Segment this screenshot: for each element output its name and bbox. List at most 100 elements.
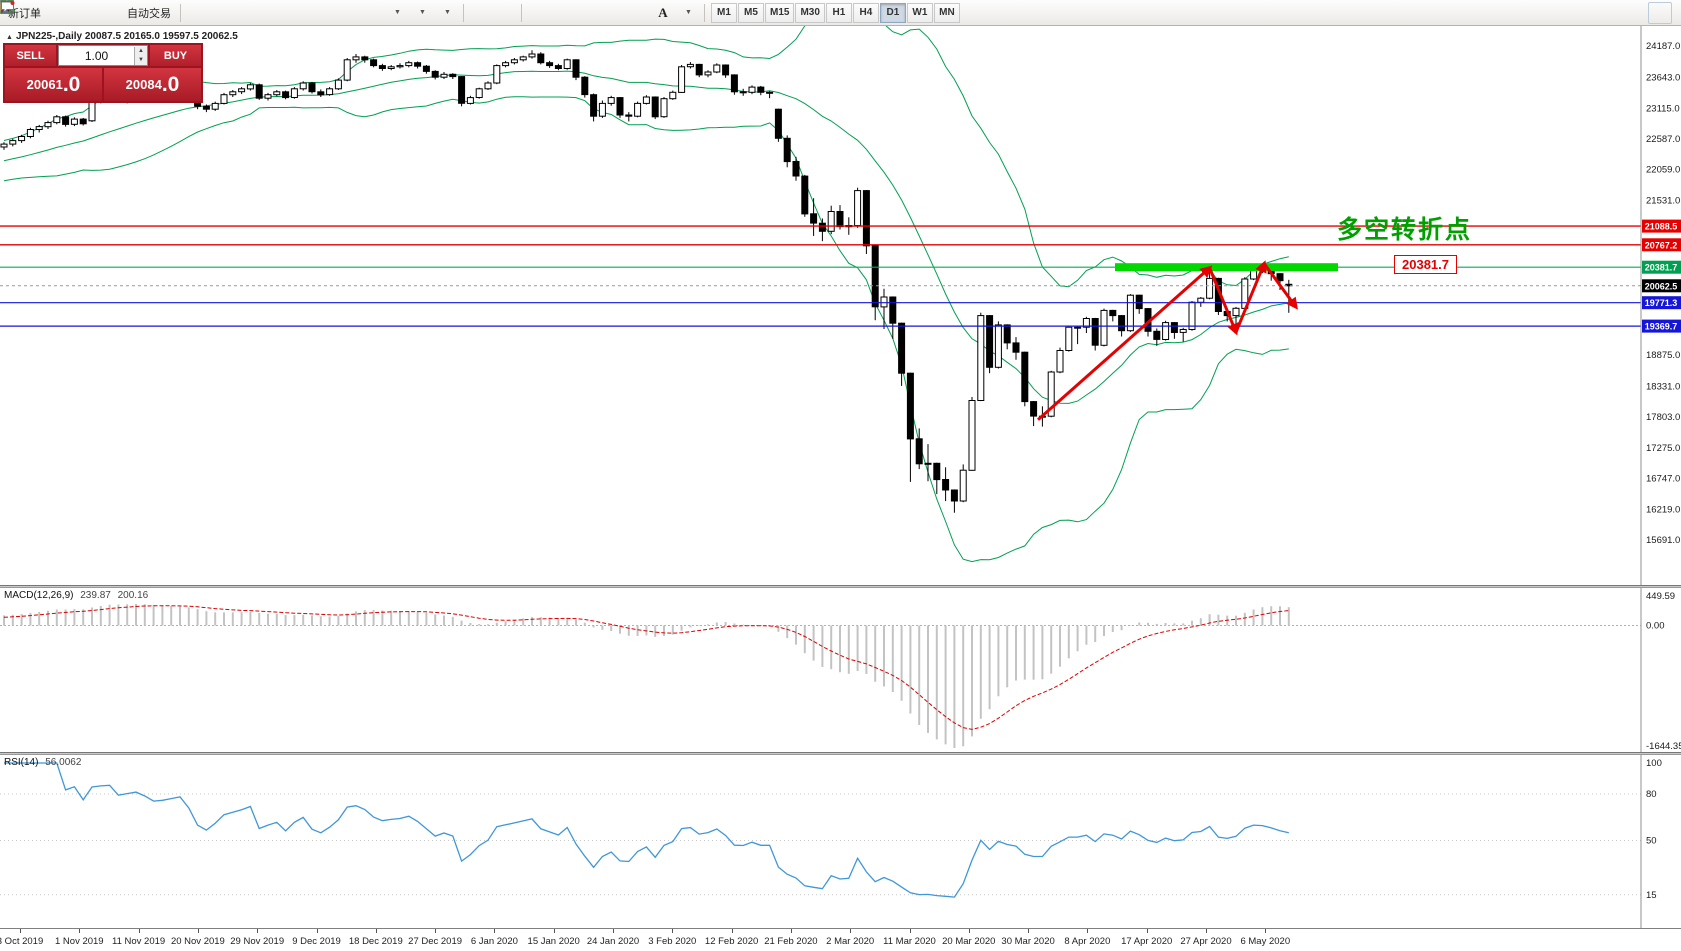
timeframe-button-mn[interactable]: MN (933, 2, 960, 23)
svg-text:16747.0: 16747.0 (1646, 474, 1680, 485)
date-label: 20 Nov 2019 (170, 936, 225, 947)
rsi-canvas[interactable]: 100 80 50 15 (0, 755, 1681, 928)
green-resistance-bar[interactable] (1115, 263, 1338, 272)
timeframe-button-m5[interactable]: M5 (738, 2, 764, 23)
horizontal-lines[interactable] (0, 225, 1641, 327)
rsi-label: RSI(14) 56.0062 (4, 757, 81, 768)
date-label: 24 Jan 2020 (586, 936, 640, 947)
buy-button[interactable]: BUY (150, 45, 201, 66)
date-label: 6 May 2020 (1240, 936, 1291, 947)
crosshair-button[interactable] (1, 1, 517, 24)
timeframe-button-m15[interactable]: M15 (765, 2, 795, 23)
vertical-line-button[interactable] (6, 1, 550, 24)
sell-price-main: 20061 (26, 77, 63, 92)
date-tick (1206, 929, 1207, 933)
profiles-button[interactable]: ▼ (0, 2, 434, 24)
macd-name: MACD(12,26,9) (4, 590, 74, 601)
arrange-windows-button[interactable] (0, 1, 384, 24)
macd-signal-line (3, 605, 1289, 730)
price-axis-labels[interactable]: 24187.0 23643.0 23115.0 22587.0 22059.0 21531… (1640, 26, 1681, 585)
svg-text:19369.7: 19369.7 (1645, 322, 1678, 332)
arrow-tools-button[interactable]: ▼ (2, 2, 700, 24)
date-label: 3 Feb 2020 (648, 936, 697, 947)
zoom-out-button[interactable] (1, 1, 309, 24)
svg-text:22587.0: 22587.0 (1646, 134, 1680, 145)
sell-button[interactable]: SELL (5, 45, 56, 66)
rsi-line (4, 762, 1289, 898)
timeframe-button-w1[interactable]: W1 (906, 2, 933, 23)
date-label: 29 Nov 2019 (230, 936, 285, 947)
timeframe-button-m30[interactable]: M30 (795, 2, 825, 23)
rsi-level-lines (0, 793, 1641, 896)
chart-bars-button[interactable] (1, 2, 209, 24)
new-order-label: 新订单 (8, 7, 41, 20)
macd-axis-labels[interactable]: 449.59 0.00 -1644.35 (1640, 588, 1681, 752)
svg-text:80: 80 (1646, 789, 1657, 800)
sell-price-button[interactable]: 20061.0 (5, 68, 102, 101)
cursor-button[interactable] (4, 1, 492, 24)
chart-candles-button[interactable] (1, 1, 234, 24)
collapse-arrow-icon[interactable]: ▲ (6, 34, 13, 41)
dropdown-arrow-icon: ▼ (685, 9, 692, 16)
macd-histogram (3, 604, 1290, 748)
candles (0, 50, 1293, 513)
cascade-windows-button[interactable] (0, 1, 359, 24)
svg-text:50: 50 (1646, 836, 1657, 847)
timeframe-button-d1[interactable]: D1 (879, 2, 906, 23)
volume-input[interactable]: 1.00 ▲ ▼ (58, 45, 148, 66)
svg-text:21531.0: 21531.0 (1646, 195, 1680, 206)
trendline-button[interactable] (1, 2, 600, 24)
macd-value-main: 239.87 (80, 590, 111, 601)
chart-line-button[interactable] (0, 2, 259, 24)
date-tick (553, 929, 555, 933)
date-tick (20, 929, 21, 933)
price-chart-canvas[interactable]: 24187.0 23643.0 23115.0 22587.0 22059.0 21531… (0, 26, 1681, 585)
date-tick (1146, 929, 1148, 933)
toolbar-separator (180, 3, 181, 22)
dropdown-arrow-icon: ▼ (419, 9, 426, 16)
rsi-axis-labels[interactable]: 100 80 50 15 (1640, 755, 1662, 928)
svg-text:15691.0: 15691.0 (1646, 535, 1680, 546)
date-axis[interactable]: 3 Oct 2019 1 Nov 2019 11 Nov 2019 20 Nov 20… (0, 928, 1681, 951)
panel-separator[interactable] (0, 585, 1681, 588)
volume-down-button[interactable]: ▼ (135, 55, 147, 65)
toolbar-separator (704, 3, 705, 22)
buy-label: BUY (163, 49, 188, 62)
chart-settings-button[interactable]: ▼ (1, 1, 459, 24)
svg-text:17275.0: 17275.0 (1646, 443, 1680, 454)
date-label: 15 Jan 2020 (527, 936, 580, 947)
channel-button[interactable] (0, 2, 625, 24)
new-chart-button[interactable]: ▼ (0, 1, 409, 24)
svg-text:19771.3: 19771.3 (1645, 298, 1678, 308)
metaeditor-button[interactable] (1, 1, 71, 24)
timeframe-button-h1[interactable]: H1 (825, 2, 852, 23)
buy-price-button[interactable]: 20084.0 (104, 68, 201, 101)
turning-point-annotation[interactable]: 多空转折点 (1337, 216, 1473, 244)
horizontal-line-button[interactable] (1, 2, 575, 24)
price-chart-panel[interactable]: 24187.0 23643.0 23115.0 22587.0 22059.0 21531… (0, 26, 1681, 585)
timeframe-button-h4[interactable]: H4 (852, 2, 879, 23)
chat-button[interactable] (1, 1, 1672, 24)
timeframe-button-m1[interactable]: M1 (711, 2, 737, 23)
macd-panel[interactable]: 449.59 0.00 -1644.35 MACD(12,26,9) 239.87 … (0, 588, 1681, 752)
community-button[interactable] (2, 2, 96, 24)
volume-up-button[interactable]: ▲ (135, 46, 147, 56)
search-button[interactable] (1, 1, 1646, 24)
panel-separator[interactable] (0, 752, 1681, 755)
svg-text:17803.0: 17803.0 (1646, 412, 1680, 423)
fibonacci-button[interactable] (1, 2, 650, 24)
zoom-in-button[interactable] (1, 1, 284, 24)
trend-arrows[interactable] (1037, 260, 1298, 421)
price-callout-label[interactable]: 20381.7 (1394, 255, 1457, 274)
date-tick (672, 929, 674, 933)
chat-icon (1, 1, 15, 14)
macd-canvas[interactable]: 449.59 0.00 -1644.35 (0, 588, 1681, 752)
text-button[interactable]: A (651, 2, 675, 24)
svg-text:100: 100 (1646, 758, 1662, 769)
dropdown-arrow-icon: ▼ (394, 9, 401, 16)
broadcast-button[interactable] (1, 2, 121, 24)
rsi-panel[interactable]: 100 80 50 15 RSI(14) 56.0062 (0, 755, 1681, 928)
tile-windows-button[interactable] (0, 0, 334, 24)
auto-trading-button[interactable]: 自动交易 (3, 2, 176, 24)
